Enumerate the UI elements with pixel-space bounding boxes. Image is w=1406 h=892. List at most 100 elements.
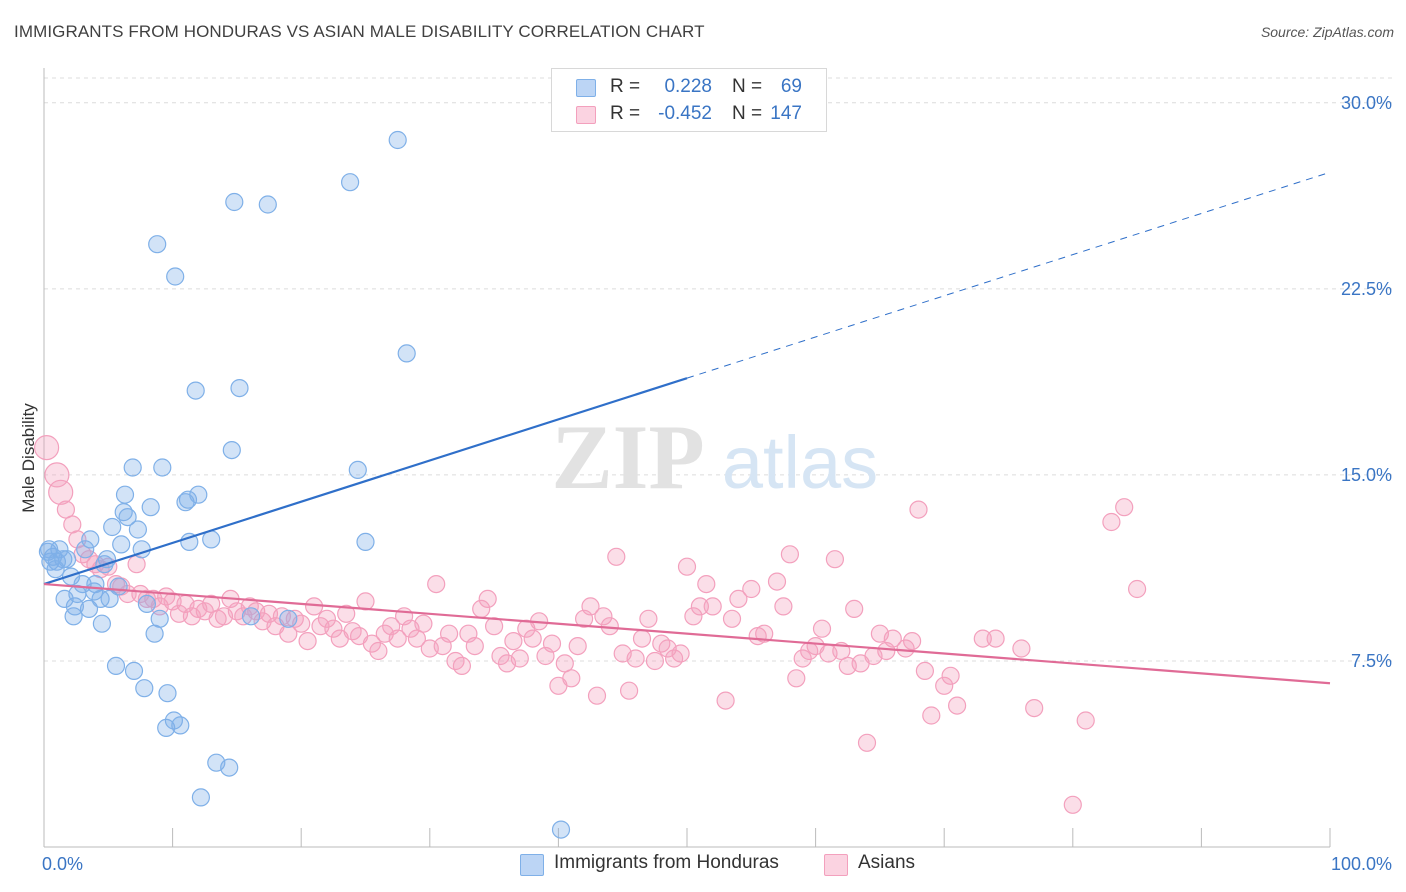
- x-tick-label: 100.0%: [1331, 854, 1392, 874]
- asians-point: [1025, 698, 1044, 718]
- asians-point: [1127, 579, 1147, 599]
- legend-row-honduras: R = 0.228 N = 69: [552, 73, 826, 101]
- honduras-point: [81, 530, 100, 549]
- honduras-point: [171, 716, 190, 735]
- honduras-point: [46, 560, 65, 579]
- honduras-point: [225, 192, 244, 212]
- y-tick-label: 30.0%: [1341, 93, 1392, 113]
- asians-point: [787, 669, 806, 688]
- honduras-point: [124, 661, 144, 681]
- honduras-point: [57, 550, 77, 569]
- asians-point: [607, 547, 626, 566]
- asians-point: [883, 629, 902, 648]
- honduras-point: [157, 718, 176, 738]
- bottom-legend-swatch-honduras: [520, 854, 544, 876]
- asians-point: [896, 639, 915, 658]
- asians-point: [1076, 711, 1095, 730]
- honduras-point: [109, 577, 128, 596]
- asians-point: [812, 619, 832, 638]
- honduras-point: [103, 517, 122, 537]
- asians-point: [491, 646, 510, 666]
- asians-point: [909, 500, 928, 519]
- watermark: ZIP atlas: [551, 406, 878, 508]
- honduras-point: [128, 520, 147, 539]
- asians-point: [697, 574, 716, 594]
- asians-point: [915, 661, 935, 681]
- honduras-point: [279, 609, 298, 628]
- axes: [43, 68, 1331, 848]
- asians-point: [774, 597, 793, 616]
- asians-point: [684, 607, 703, 626]
- honduras-point: [115, 485, 135, 504]
- asians-point: [568, 636, 587, 656]
- legend-n-label: N =: [732, 76, 763, 97]
- honduras-point: [241, 607, 261, 626]
- asians-point: [337, 604, 356, 623]
- asians-point: [671, 644, 690, 663]
- asians-point: [369, 641, 388, 661]
- legend-n-value: 69: [780, 76, 802, 97]
- honduras-point: [153, 458, 172, 477]
- y-axis-label: Male Disability: [19, 403, 38, 513]
- asians-point: [48, 479, 74, 505]
- asians-point: [973, 629, 992, 648]
- honduras-point: [158, 684, 177, 703]
- honduras-point: [112, 535, 131, 554]
- honduras-point: [141, 498, 160, 517]
- asians-point: [922, 706, 941, 725]
- asians-point: [324, 619, 343, 638]
- honduras-point: [397, 344, 416, 363]
- asians-point: [510, 649, 529, 668]
- honduras-point: [222, 441, 241, 460]
- asians-point: [407, 629, 426, 648]
- asians-point: [581, 597, 600, 616]
- honduras-point: [150, 609, 169, 628]
- asians-point: [587, 686, 607, 705]
- asians-point: [1102, 512, 1121, 532]
- asians-point: [857, 733, 877, 752]
- legend-n-value: 147: [770, 103, 802, 124]
- asians-point: [279, 624, 298, 643]
- asians-point: [825, 550, 845, 569]
- asians-point: [742, 579, 761, 599]
- legend-n-label: N =: [732, 103, 763, 124]
- asians-point: [298, 631, 317, 651]
- honduras-point: [123, 458, 142, 477]
- asians-point: [639, 609, 658, 628]
- asians-point: [1063, 795, 1082, 814]
- watermark-zip: ZIP: [551, 406, 704, 508]
- honduras-trend-extension: [686, 171, 1331, 379]
- honduras-point: [178, 490, 198, 509]
- asians-point: [555, 654, 574, 673]
- honduras-point: [76, 540, 95, 559]
- asians-point: [388, 629, 407, 648]
- honduras-point: [551, 820, 571, 839]
- honduras-trend-line: [43, 377, 688, 586]
- honduras-point: [79, 599, 99, 619]
- trend-lines: [43, 171, 1331, 685]
- asians-point: [793, 649, 812, 668]
- honduras-point: [118, 507, 137, 527]
- asians-point: [1012, 639, 1031, 658]
- y-tick-label: 7.5%: [1351, 651, 1392, 671]
- honduras-point: [186, 381, 205, 400]
- honduras-point: [92, 614, 112, 633]
- legend-row-asians: R = -0.452 N = 147: [552, 100, 826, 128]
- asians-point: [414, 614, 433, 633]
- honduras-point: [50, 540, 69, 559]
- honduras-point: [258, 195, 277, 214]
- bottom-legend-label-honduras: Immigrants from Honduras: [554, 852, 779, 873]
- asians-point: [780, 545, 800, 564]
- x-tick-label: 0.0%: [42, 854, 83, 874]
- honduras-point: [191, 788, 210, 807]
- asians-point: [755, 624, 774, 643]
- bottom-legend-swatch-asians: [824, 854, 848, 876]
- honduras-point: [54, 550, 73, 569]
- asians-point: [562, 669, 581, 688]
- y-tick-label: 22.5%: [1341, 279, 1392, 299]
- honduras-point: [106, 656, 126, 676]
- asians-point: [362, 634, 381, 653]
- asians-point: [722, 609, 742, 628]
- asians-trend-line: [43, 582, 1331, 685]
